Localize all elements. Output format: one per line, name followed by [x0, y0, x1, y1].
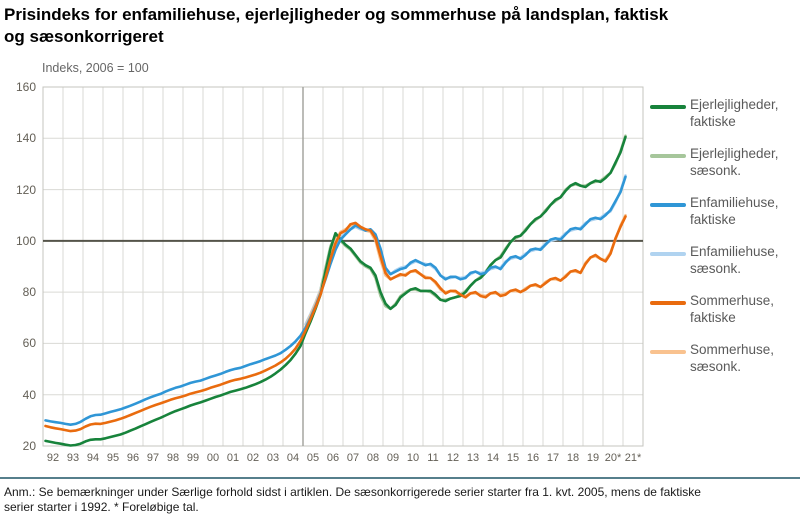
x-axis-tick-label: 03: [266, 452, 280, 464]
series-line-enfamiliehuse-saesonk: [304, 174, 627, 326]
x-axis-tick-label: 07: [346, 452, 360, 464]
series-line-sommerhuse-faktiske: [44, 215, 627, 433]
x-axis-tick-label: 96: [126, 452, 140, 464]
x-axis-tick-label: 92: [46, 452, 60, 464]
legend-swatch-ejerlejligheder-faktiske: [650, 105, 686, 109]
series-line-enfamiliehuse-faktiske: [44, 175, 627, 427]
legend-entry-sommerhuse-faktiske: Sommerhuse, faktiske: [650, 293, 798, 326]
page-title: Prisindeks for enfamiliehuse, ejerlejlig…: [4, 4, 784, 48]
legend-label: Enfamiliehuse, sæsonk.: [690, 244, 779, 276]
x-axis-tick-label: 06: [326, 452, 340, 464]
x-axis-tick-label: 02: [246, 452, 260, 464]
x-axis-tick-label: 13: [466, 452, 480, 464]
x-axis-tick-label: 11: [427, 452, 439, 464]
legend-entry-ejerlejligheder-faktiske: Ejerlejligheder, faktiske: [650, 97, 798, 130]
series-line-ejerlejligheder-faktiske: [44, 135, 627, 447]
footnote-line2: serier starter i 1992. * Foreløbige tal.: [4, 500, 199, 514]
y-axis-tick-label: 20: [22, 439, 36, 453]
legend-entry-enfamiliehuse-saesonk: Enfamiliehuse, sæsonk.: [650, 244, 798, 277]
legend-swatch-sommerhuse-saesonk: [650, 350, 686, 354]
footnote: Anm.: Se bemærkninger under Særlige forh…: [4, 485, 796, 515]
legend-entry-enfamiliehuse-faktiske: Enfamiliehuse, faktiske: [650, 195, 798, 228]
x-axis-tick-label: 98: [166, 452, 180, 464]
y-axis-tick-label: 140: [15, 131, 36, 146]
x-axis-tick-label: 08: [366, 452, 380, 464]
x-axis-tick-label: 97: [146, 452, 160, 464]
y-axis-tick-label: 100: [15, 233, 36, 248]
x-axis-tick-label: 09: [386, 452, 400, 464]
x-axis-tick-label: 12: [446, 452, 460, 464]
legend-label: Enfamiliehuse, faktiske: [690, 195, 779, 227]
page-title-line1: Prisindeks for enfamiliehuse, ejerlejlig…: [4, 5, 669, 24]
x-axis-tick-label: 10: [406, 452, 420, 464]
x-axis-tick-label: 21*: [624, 452, 642, 464]
page-title-line2: og sæsonkorrigeret: [4, 27, 164, 46]
x-axis-tick-label: 95: [106, 452, 120, 464]
legend-label: Ejerlejligheder, faktiske: [690, 97, 779, 129]
legend-label: Sommerhuse, sæsonk.: [690, 342, 775, 374]
x-axis-tick-label: 04: [286, 452, 300, 464]
x-axis-tick-label: 16: [526, 452, 540, 464]
plot-border: [42, 86, 644, 447]
legend-entry-sommerhuse-saesonk: Sommerhuse, sæsonk.: [650, 342, 798, 375]
legend-swatch-ejerlejligheder-saesonk: [650, 154, 686, 158]
y-axis-tick-label: 80: [22, 285, 36, 300]
x-axis-tick-label: 93: [66, 452, 80, 464]
divider-rule: [0, 477, 800, 479]
x-axis-tick-label: 15: [506, 452, 520, 464]
legend-entry-ejerlejligheder-saesonk: Ejerlejligheder, sæsonk.: [650, 146, 798, 179]
x-axis-tick-label: 19: [586, 452, 600, 464]
x-axis-tick-label: 05: [306, 452, 320, 464]
y-axis-tick-label: 120: [15, 182, 36, 197]
legend-label: Ejerlejligheder, sæsonk.: [690, 146, 779, 178]
x-axis-tick-label: 99: [186, 452, 200, 464]
x-axis-tick-label: 18: [566, 452, 580, 464]
x-axis-tick-label: 14: [486, 452, 500, 464]
legend-label: Sommerhuse, faktiske: [690, 293, 775, 325]
x-axis-tick-label: 17: [546, 452, 560, 464]
legend-swatch-enfamiliehuse-faktiske: [650, 203, 686, 207]
axis-unit-label: Indeks, 2006 = 100: [42, 61, 149, 75]
x-axis-tick-label: 00: [206, 452, 220, 464]
footnote-line1: Anm.: Se bemærkninger under Særlige forh…: [4, 485, 701, 499]
legend-swatch-sommerhuse-faktiske: [650, 301, 686, 305]
y-axis-tick-label: 40: [22, 387, 36, 402]
y-axis-tick-label: 160: [15, 80, 36, 94]
x-axis-tick-label: 01: [226, 452, 240, 464]
series-line-ejerlejligheder-saesonk: [304, 134, 627, 331]
x-axis-tick-label: 20*: [604, 452, 622, 464]
x-axis-tick-label: 94: [86, 452, 100, 464]
y-axis-tick-label: 60: [22, 336, 36, 351]
legend-swatch-enfamiliehuse-saesonk: [650, 252, 686, 256]
